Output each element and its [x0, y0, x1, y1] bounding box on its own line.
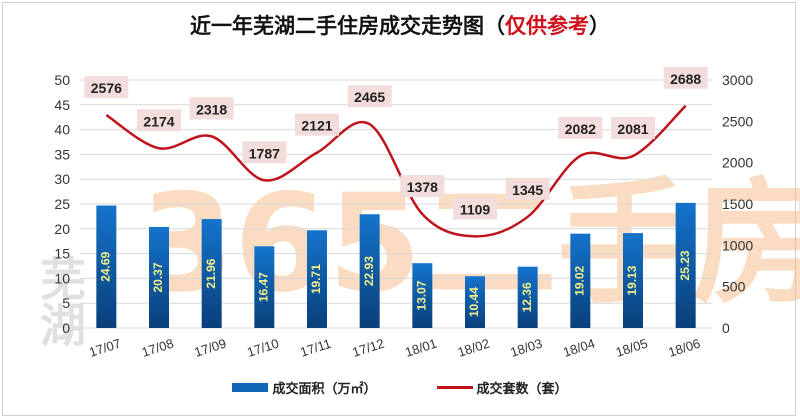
legend-swatch-bar	[232, 383, 269, 392]
y-left-tick-label: 45	[54, 97, 70, 113]
bar-data-label: 16.47	[257, 272, 271, 302]
line-data-label: 2082	[565, 121, 596, 137]
line-data-label: 2174	[143, 113, 174, 129]
bar	[201, 219, 222, 328]
x-tick-label: 17/09	[192, 336, 228, 360]
bar-data-label: 19.13	[625, 265, 639, 295]
bar-data-label: 19.71	[309, 264, 323, 294]
bar	[465, 276, 485, 328]
line-data-label: 1345	[512, 182, 543, 198]
y-right-tick-label: 2000	[722, 155, 753, 171]
bar	[307, 230, 327, 328]
y-left-tick-label: 25	[54, 196, 70, 212]
legend-item-count: 成交套数（套）	[436, 378, 568, 397]
x-tick-label: 17/07	[87, 336, 123, 360]
x-tick-label: 18/01	[403, 336, 439, 360]
bar-data-label: 12.36	[520, 282, 534, 312]
line-data-label-bg	[295, 113, 339, 136]
y-left-tick-label: 0	[62, 320, 70, 336]
bar-data-label: 20.37	[151, 262, 165, 292]
line-data-label: 1787	[249, 145, 280, 161]
y-right-tick-label: 2500	[722, 113, 753, 129]
x-tick-label: 17/10	[245, 336, 281, 360]
y-right-tick-label: 0	[722, 320, 730, 336]
x-tick-label: 17/12	[350, 336, 386, 360]
x-tick-label: 18/03	[508, 336, 544, 360]
y-right-tick-label: 500	[722, 279, 746, 295]
line-data-label: 1109	[460, 201, 491, 217]
y-right-tick-label: 3000	[722, 72, 753, 88]
y-left-tick-label: 50	[54, 72, 70, 88]
bar	[412, 263, 433, 328]
bar	[96, 205, 117, 328]
bar	[675, 202, 696, 328]
line-data-label: 1378	[407, 179, 438, 195]
x-tick-label: 18/06	[666, 336, 702, 360]
bar	[517, 266, 538, 328]
line-data-label-bg	[400, 175, 445, 198]
line-data-label-bg	[663, 66, 708, 89]
line-data-label: 2465	[354, 89, 385, 105]
line-data-label-bg	[558, 116, 603, 139]
bar-data-label: 19.02	[573, 265, 587, 295]
y-left-tick-label: 10	[54, 270, 70, 286]
x-tick-label: 18/04	[561, 336, 597, 360]
bar-data-label: 21.96	[204, 258, 218, 288]
bar	[149, 226, 169, 328]
x-tick-label: 17/08	[140, 336, 176, 360]
x-tick-label: 18/05	[614, 336, 650, 360]
y-left-tick-label: 40	[54, 122, 70, 138]
bar	[254, 246, 275, 328]
title-note: 仅供参考	[505, 14, 589, 38]
y-left-tick-label: 30	[54, 171, 70, 187]
x-tick-label: 17/11	[298, 336, 333, 360]
y-left-tick-label: 20	[54, 221, 70, 237]
line-data-label-bg	[453, 197, 497, 220]
legend-swatch-line	[436, 386, 473, 389]
watermark-text-left: 芜湖	[33, 255, 87, 347]
bar-data-label: 10.44	[467, 287, 481, 317]
line-data-label: 2576	[91, 80, 122, 96]
line-data-label-bg	[84, 76, 129, 99]
line-data-label-bg	[189, 97, 234, 120]
line-data-label-bg	[347, 85, 392, 108]
bar	[570, 233, 591, 328]
line-data-label: 2081	[617, 121, 648, 137]
y-left-tick-label: 35	[54, 146, 70, 162]
line-data-label-bg	[611, 116, 655, 139]
chart-title: 近一年芜湖二手住房成交走势图（仅供参考）	[190, 14, 610, 38]
chart-frame	[2, 2, 796, 416]
bar	[359, 214, 380, 328]
x-tick-label: 18/02	[456, 336, 492, 360]
line-data-label-bg	[505, 177, 550, 200]
line-data-label-bg	[137, 109, 181, 132]
y-left-tick-label: 5	[62, 295, 70, 311]
y-left-tick-label: 15	[54, 246, 70, 262]
line-series-path	[105, 104, 687, 238]
bar	[623, 233, 643, 328]
bar-data-label: 24.69	[99, 251, 113, 281]
y-right-tick-label: 1000	[722, 237, 753, 253]
y-right-tick-label: 1500	[722, 196, 753, 212]
line-data-label: 2688	[670, 71, 701, 87]
bar-data-label: 13.07	[415, 280, 429, 310]
bar-data-label: 22.93	[362, 256, 376, 286]
legend: 成交面积（万㎡） 成交套数（套）	[0, 378, 800, 397]
line-data-label: 2318	[196, 101, 227, 117]
bar-data-label: 25.23	[678, 250, 692, 280]
line-data-label-bg	[242, 141, 287, 164]
line-data-label: 2121	[301, 118, 332, 134]
legend-item-area: 成交面积（万㎡）	[232, 378, 377, 397]
